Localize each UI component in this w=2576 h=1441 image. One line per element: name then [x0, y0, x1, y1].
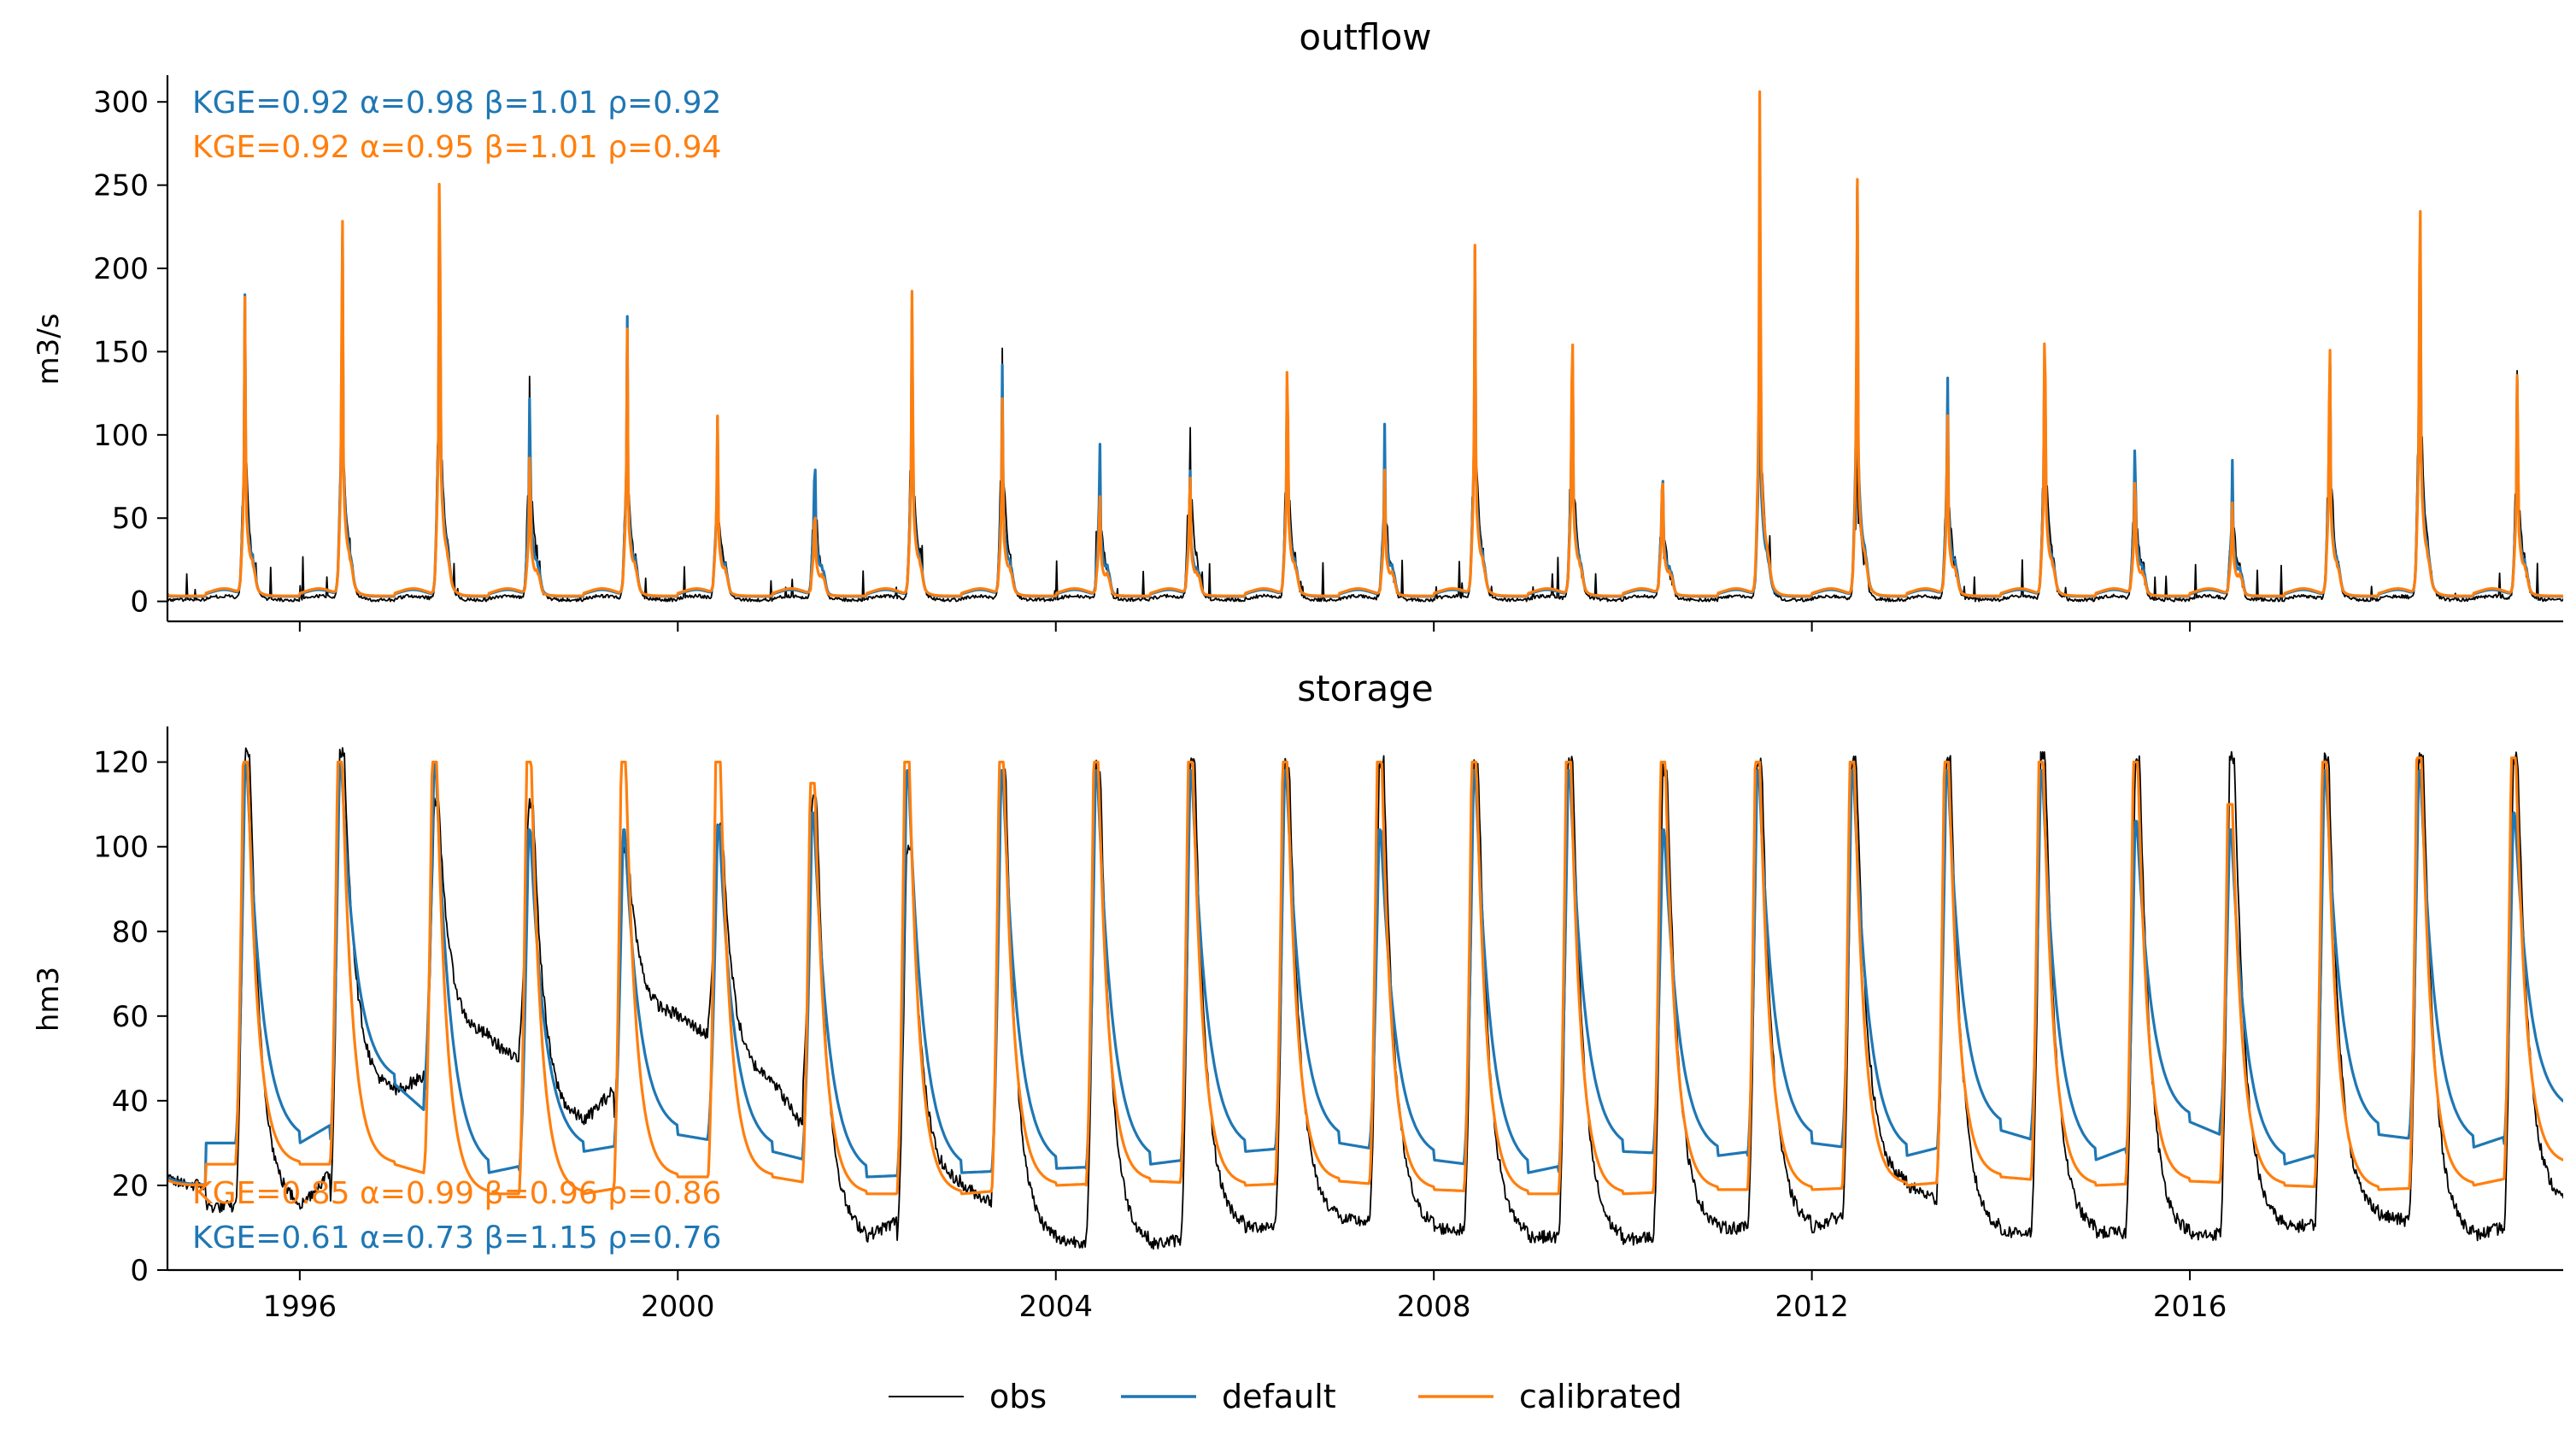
storage-title: storage — [1297, 668, 1434, 709]
outflow-y-axis-label: m3/s — [32, 314, 66, 385]
outflow-metrics-default: KGE=0.92 α=0.98 β=1.01 ρ=0.92 — [192, 85, 721, 121]
legend-label-default: default — [1222, 1378, 1336, 1415]
outflow-y-tick-label: 200 — [93, 252, 149, 286]
storage-y-tick-label: 40 — [112, 1085, 149, 1119]
outflow-panel: outflow m3/s 0 50 100 150 200 250 300 KGE=0.92 α=… — [32, 16, 2563, 632]
outflow-default-line — [167, 185, 2563, 598]
storage-y-tick-label: 80 — [112, 915, 149, 950]
storage-x-tick-label: 2004 — [1018, 1290, 1093, 1324]
storage-metrics-calibrated: KGE=0.85 α=0.99 β=0.96 ρ=0.86 — [192, 1176, 721, 1211]
storage-y-tick-label: 0 — [130, 1254, 149, 1288]
outflow-title: outflow — [1299, 16, 1431, 58]
storage-x-tick-label: 2016 — [2153, 1290, 2227, 1324]
outflow-obs-line — [167, 260, 2563, 603]
legend-label-obs: obs — [989, 1378, 1047, 1415]
outflow-y-tick-label: 300 — [93, 85, 149, 120]
storage-y-tick-label: 20 — [112, 1169, 149, 1203]
storage-x-tick-label: 2012 — [1775, 1290, 1849, 1324]
outflow-y-tick-label: 100 — [93, 419, 149, 453]
outflow-y-tick-label: 250 — [93, 169, 149, 203]
storage-y-tick-label: 100 — [93, 831, 149, 865]
outflow-y-tick-label: 150 — [93, 335, 149, 369]
storage-x-tick-label: 1996 — [263, 1290, 337, 1324]
storage-obs-line — [167, 747, 2563, 1250]
storage-panel: storage hm3 0 20 40 60 80 100 120 1996 2000 2004 200… — [32, 668, 2563, 1324]
outflow-metrics-calibrated: KGE=0.92 α=0.95 β=1.01 ρ=0.94 — [192, 130, 721, 165]
legend-label-calibrated: calibrated — [1519, 1378, 1682, 1415]
legend: obs default calibrated — [889, 1378, 1682, 1415]
storage-x-tick-label: 2000 — [641, 1290, 715, 1324]
storage-y-tick-label: 60 — [112, 1000, 149, 1034]
storage-calibrated-line — [167, 756, 2563, 1196]
storage-y-tick-label: 120 — [93, 746, 149, 780]
outflow-y-tick-label: 50 — [112, 502, 149, 536]
storage-metrics-default: KGE=0.61 α=0.73 β=1.15 ρ=0.76 — [192, 1220, 721, 1256]
storage-y-axis-label: hm3 — [32, 967, 66, 1032]
storage-x-tick-label: 2008 — [1397, 1290, 1471, 1324]
outflow-calibrated-line — [167, 90, 2563, 597]
outflow-y-tick-label: 0 — [130, 585, 149, 620]
storage-default-line — [167, 761, 2563, 1186]
